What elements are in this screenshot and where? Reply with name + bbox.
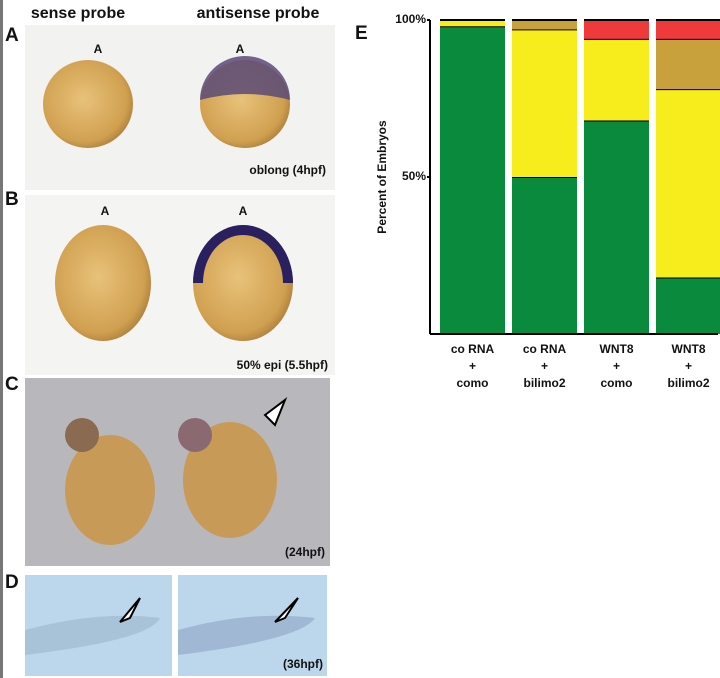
panel-label: B bbox=[5, 189, 19, 210]
tail bbox=[178, 615, 315, 655]
pole-label: A bbox=[239, 204, 248, 218]
bar-segment bbox=[656, 89, 720, 278]
x-tick-label: WNT8 bbox=[600, 342, 634, 356]
x-tick-label: WNT8 bbox=[672, 342, 706, 356]
stage-label: oblong (4hpf) bbox=[249, 163, 326, 177]
embryo bbox=[183, 422, 277, 538]
eye bbox=[178, 418, 212, 452]
embryo bbox=[55, 225, 151, 341]
bar-segment bbox=[512, 20, 577, 30]
bar-segment bbox=[584, 38, 649, 121]
x-tick-label: + bbox=[613, 359, 620, 373]
arrowhead bbox=[119, 597, 141, 623]
stage-label: 50% epi (5.5hpf) bbox=[237, 358, 328, 372]
bar-segment bbox=[656, 277, 720, 334]
embryo bbox=[65, 435, 155, 545]
pole-label: A bbox=[236, 42, 245, 56]
tail bbox=[25, 615, 160, 655]
eye bbox=[65, 418, 99, 452]
panel-label: E bbox=[355, 23, 368, 44]
edge bbox=[0, 0, 3, 678]
embryo bbox=[193, 225, 293, 341]
stain bbox=[193, 225, 293, 283]
bar-segment bbox=[512, 29, 577, 178]
x-tick-label: + bbox=[541, 359, 548, 373]
y-axis-label: Percent of Embryos bbox=[375, 120, 389, 234]
arrowhead bbox=[263, 397, 288, 427]
embryo bbox=[43, 60, 133, 148]
column-title: antisense probe bbox=[197, 5, 320, 22]
panel-label: A bbox=[5, 25, 19, 46]
x-tick-label: bilimo2 bbox=[667, 376, 709, 390]
bar-segment bbox=[584, 120, 649, 334]
pole-label: A bbox=[101, 204, 110, 218]
bar-segment bbox=[584, 20, 649, 39]
x-tick-label: como bbox=[456, 376, 488, 390]
panel-label: D bbox=[5, 572, 19, 593]
stage-label: (24hpf) bbox=[285, 545, 325, 559]
x-tick-label: como bbox=[600, 376, 632, 390]
bar-segment bbox=[656, 20, 720, 39]
x-tick-label: + bbox=[685, 359, 692, 373]
stage-label: (36hpf) bbox=[283, 657, 323, 671]
arrowhead bbox=[274, 597, 299, 623]
x-tick-label: co RNA bbox=[523, 342, 567, 356]
x-tick-label: bilimo2 bbox=[523, 376, 565, 390]
bar-segment bbox=[440, 20, 505, 27]
y-tick-label: 50% bbox=[402, 169, 426, 183]
x-tick-label: co RNA bbox=[451, 342, 495, 356]
stain bbox=[200, 56, 290, 100]
x-tick-label: + bbox=[469, 359, 476, 373]
column-title: sense probe bbox=[31, 5, 125, 22]
bar-segment bbox=[656, 38, 720, 90]
panel-label: C bbox=[5, 374, 19, 395]
bar-segment bbox=[440, 26, 505, 335]
bar-segment bbox=[512, 177, 577, 334]
pole-label: A bbox=[94, 42, 103, 56]
y-tick-label: 100% bbox=[395, 12, 426, 26]
